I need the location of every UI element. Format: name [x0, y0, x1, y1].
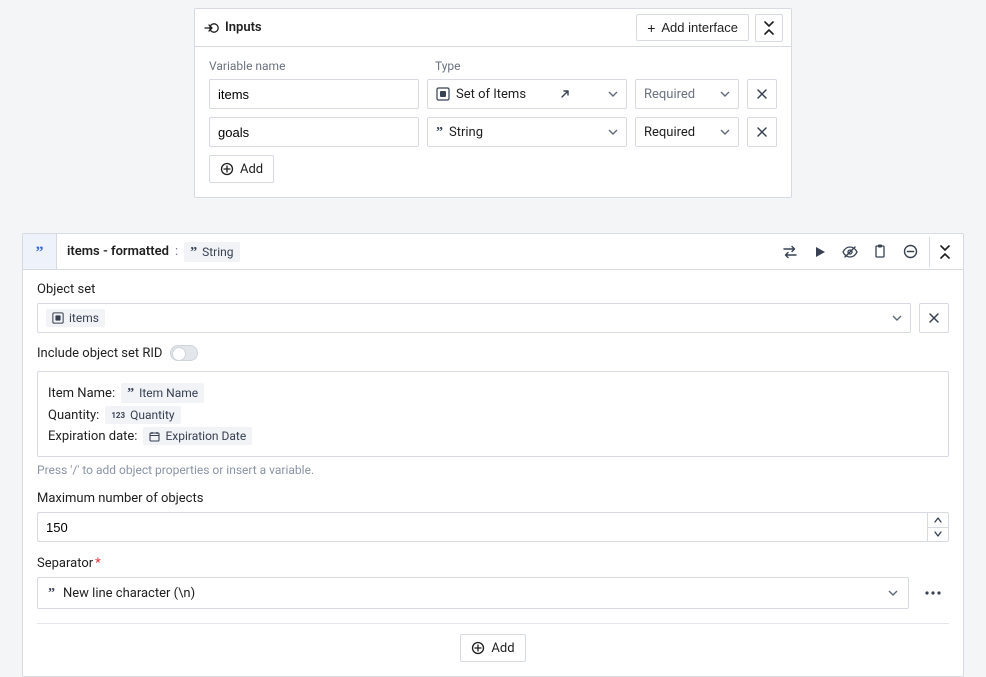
- template-line: Item Name: ” Item Name: [48, 383, 938, 403]
- type-chip: ” String: [184, 242, 239, 262]
- eye-off-icon[interactable]: [835, 237, 865, 267]
- object-set-label: Object set: [37, 282, 949, 297]
- type-select[interactable]: Set of Items: [427, 79, 627, 109]
- quantity-stepper: [927, 512, 949, 542]
- swap-icon[interactable]: [775, 237, 805, 267]
- play-icon[interactable]: [805, 237, 835, 267]
- separator-value: New line character (\n): [63, 586, 195, 601]
- add-variable-button[interactable]: Add: [209, 155, 274, 183]
- template-line-label: Expiration date:: [48, 429, 137, 444]
- object-set-value: items: [69, 311, 99, 325]
- template-line: Quantity: 123 Quantity: [48, 406, 938, 424]
- calendar-icon: [149, 431, 160, 442]
- template-box[interactable]: Item Name: ” Item Name Quantity: 123 Qua…: [37, 371, 949, 457]
- inputs-icon: [203, 20, 219, 36]
- block-name-sep: :: [175, 244, 178, 259]
- add-interface-label: Add interface: [661, 20, 738, 35]
- col-type: Type: [435, 59, 777, 73]
- property-chip[interactable]: Expiration Date: [143, 427, 252, 445]
- variable-name-input[interactable]: [209, 79, 419, 109]
- block-header: ” items - formatted : ” String: [23, 234, 963, 270]
- separator-select[interactable]: ” New line character (\n): [37, 577, 909, 609]
- set-icon: [52, 312, 64, 324]
- clear-object-set-button[interactable]: [919, 303, 949, 333]
- include-rid-label: Include object set RID: [37, 346, 162, 361]
- add-label: Add: [240, 162, 263, 177]
- chevron-down-icon: [892, 313, 902, 323]
- more-options-button[interactable]: [917, 577, 949, 609]
- max-objects-input[interactable]: [37, 512, 927, 542]
- block-type-tab: ”: [23, 234, 57, 269]
- plus-circle-icon: [220, 162, 234, 176]
- max-objects-label: Maximum number of objects: [37, 491, 949, 506]
- remove-row-button[interactable]: [747, 79, 777, 109]
- type-label: Set of Items: [456, 87, 526, 102]
- string-icon: ”: [127, 386, 134, 402]
- column-headers: Variable name Type: [209, 59, 777, 73]
- clipboard-icon[interactable]: [865, 237, 895, 267]
- open-arrow-icon[interactable]: [559, 88, 571, 100]
- stepper-down-button[interactable]: [928, 527, 948, 542]
- add-label: Add: [491, 641, 514, 656]
- string-icon: ”: [436, 125, 443, 141]
- chevron-down-icon: [720, 127, 730, 137]
- required-label: Required: [644, 87, 695, 102]
- chevron-down-icon: [608, 127, 618, 137]
- type-label: String: [449, 125, 483, 140]
- remove-circle-icon[interactable]: [895, 237, 925, 267]
- remove-row-button[interactable]: [747, 117, 777, 147]
- separator-label: Separator*: [37, 556, 949, 571]
- object-set-select[interactable]: items: [37, 303, 911, 333]
- object-set-chip: items: [46, 309, 105, 327]
- inputs-panel-header: Inputs + Add interface: [195, 9, 791, 47]
- required-star: *: [95, 556, 101, 571]
- add-block-button[interactable]: Add: [460, 634, 525, 662]
- template-line: Expiration date: Expiration Date: [48, 427, 938, 445]
- chevron-down-icon: [608, 89, 618, 99]
- divider: [37, 623, 949, 624]
- block-name: items - formatted: [67, 244, 169, 259]
- plus-icon: +: [647, 21, 655, 35]
- property-chip[interactable]: 123 Quantity: [105, 406, 180, 424]
- variable-row: Set of Items Required: [209, 79, 777, 109]
- stepper-up-button[interactable]: [928, 513, 948, 527]
- block-panel: ” items - formatted : ” String: [22, 233, 964, 677]
- include-rid-toggle[interactable]: [170, 345, 198, 361]
- required-select[interactable]: Required: [635, 79, 739, 109]
- number-icon: 123: [111, 411, 125, 420]
- required-label: Required: [644, 125, 695, 140]
- add-interface-button[interactable]: + Add interface: [636, 14, 749, 41]
- string-icon: ”: [48, 586, 55, 602]
- variable-row: ” String Required: [209, 117, 777, 147]
- template-line-label: Quantity:: [48, 408, 99, 423]
- property-chip[interactable]: ” Item Name: [121, 383, 204, 403]
- string-icon: ”: [190, 245, 197, 261]
- property-chip-label: Quantity: [130, 408, 174, 422]
- template-hint: Press '/' to add object properties or in…: [37, 463, 949, 477]
- inputs-panel: Inputs + Add interface Variable name Typ…: [194, 8, 792, 198]
- property-chip-label: Item Name: [139, 386, 198, 400]
- required-select[interactable]: Required: [635, 117, 739, 147]
- chevron-down-icon: [888, 588, 898, 598]
- col-variable-name: Variable name: [209, 59, 419, 73]
- type-chip-label: String: [202, 245, 233, 259]
- collapse-icon[interactable]: [755, 14, 783, 42]
- string-icon: ”: [36, 244, 44, 262]
- plus-circle-icon: [471, 641, 485, 655]
- template-line-label: Item Name:: [48, 386, 115, 401]
- variable-name-input[interactable]: [209, 117, 419, 147]
- inputs-title: Inputs: [225, 20, 262, 35]
- type-select[interactable]: ” String: [427, 117, 627, 147]
- property-chip-label: Expiration Date: [165, 429, 246, 443]
- chevron-down-icon: [720, 89, 730, 99]
- set-icon: [436, 87, 450, 101]
- collapse-icon[interactable]: [929, 237, 959, 267]
